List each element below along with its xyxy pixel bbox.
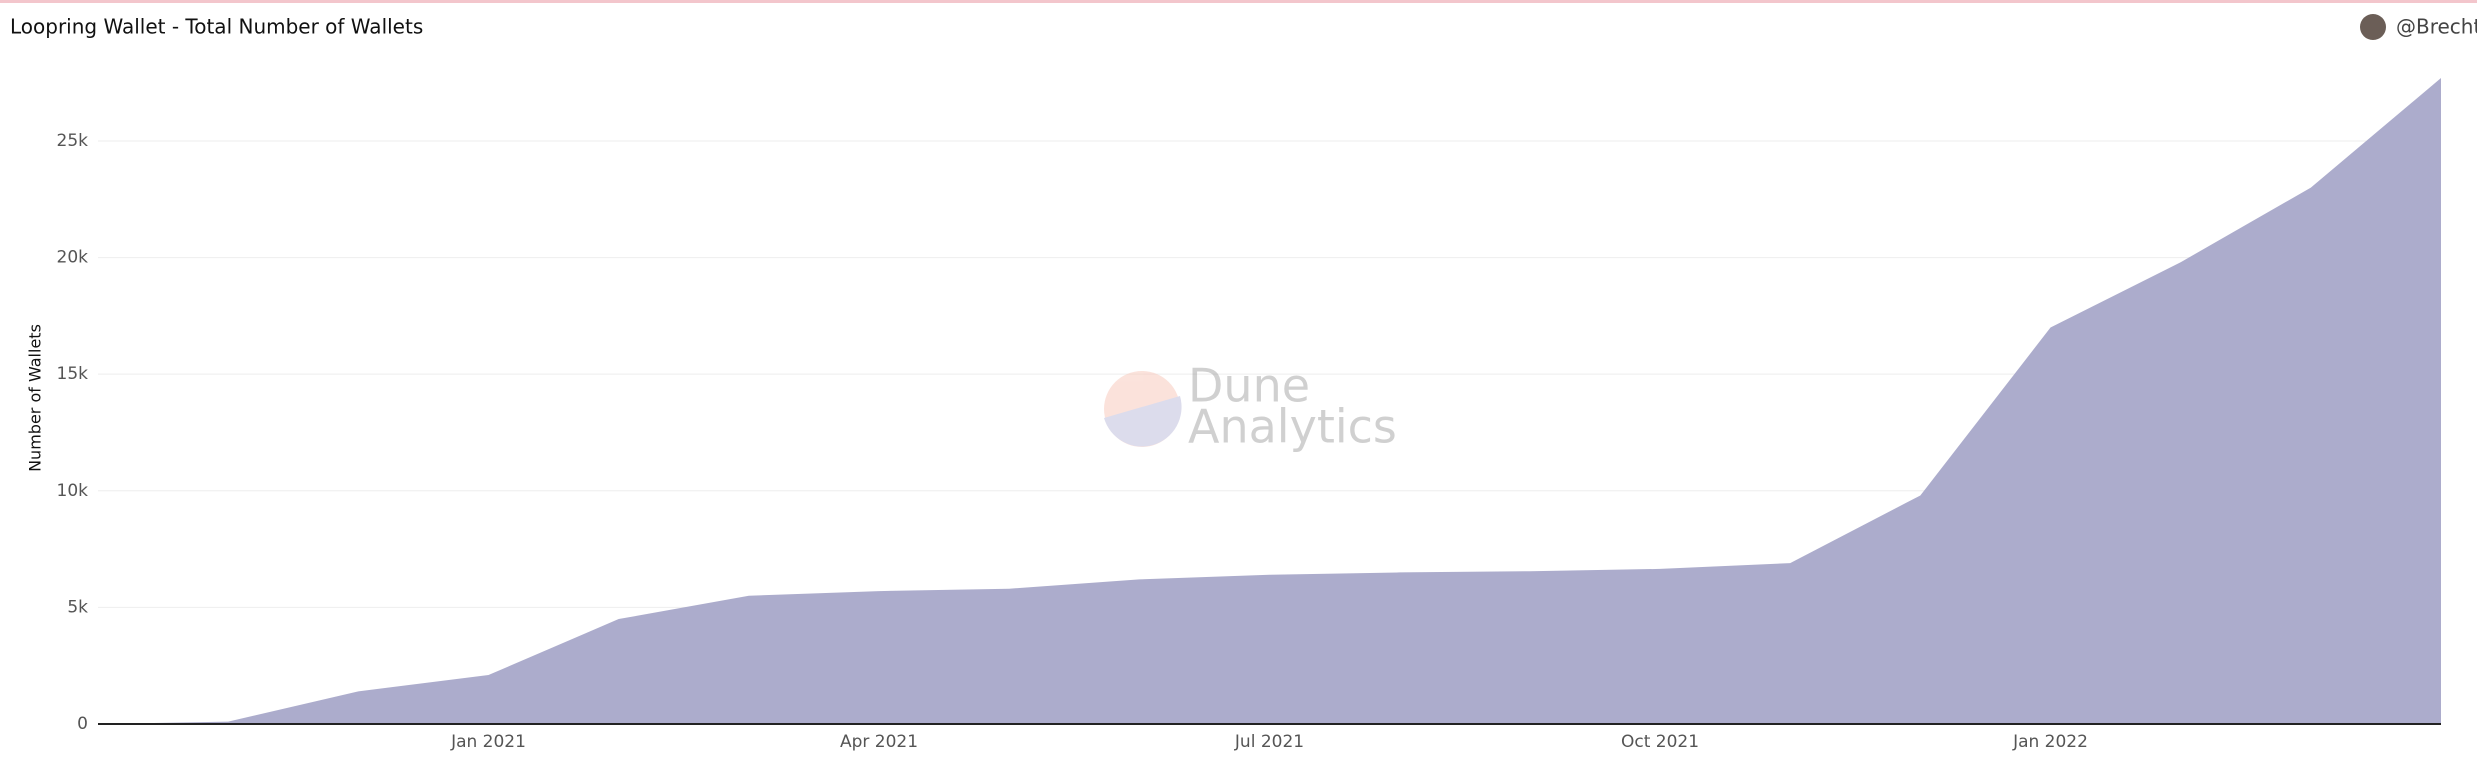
x-tick-label: Oct 2021	[1621, 732, 1699, 752]
y-tick-label: 0	[77, 714, 88, 734]
area	[98, 77, 2441, 724]
y-tick-label: 20k	[57, 248, 89, 268]
chart-title: Loopring Wallet - Total Number of Wallet…	[10, 15, 423, 39]
watermark-logo	[1104, 371, 1180, 447]
watermark-text: Analytics	[1188, 400, 1397, 454]
x-tick-label: Jan 2022	[2012, 732, 2088, 752]
avatar	[2360, 14, 2386, 40]
x-tick-label: Apr 2021	[840, 732, 918, 752]
author: @Brecht	[2396, 15, 2477, 39]
y-tick-label: 5k	[67, 597, 88, 617]
watermark-logo	[1104, 396, 1182, 447]
y-tick-label: 15k	[57, 364, 89, 384]
y-tick-label: 25k	[57, 131, 89, 151]
watermark-text: Dune	[1188, 359, 1310, 413]
y-axis-title: Number of Wallets	[26, 324, 45, 472]
watermark: Dune Analytics	[1104, 359, 1397, 454]
y-tick-label: 10k	[57, 481, 89, 501]
x-tick-label: Jul 2021	[1234, 732, 1304, 752]
x-tick-label: Jan 2021	[450, 732, 526, 752]
